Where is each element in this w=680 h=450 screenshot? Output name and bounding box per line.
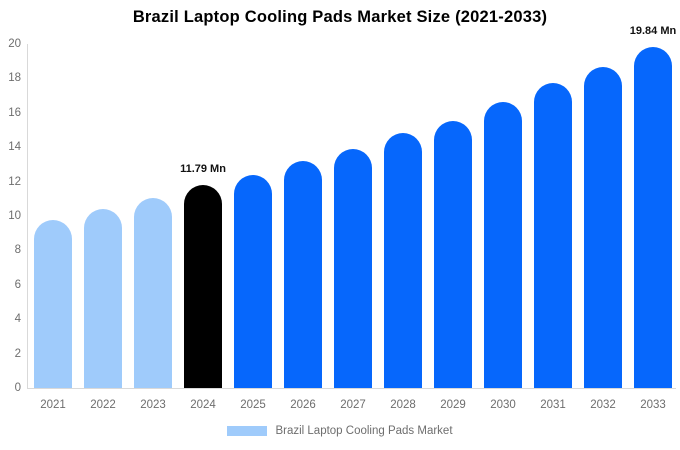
x-axis-tick-label: 2025 bbox=[240, 399, 266, 411]
y-axis-tick-label: 18 bbox=[8, 72, 21, 85]
bar-2025 bbox=[234, 175, 272, 388]
x-axis-tick-label: 2022 bbox=[90, 399, 116, 411]
bar-2021 bbox=[34, 219, 72, 388]
legend: Brazil Laptop Cooling Pads Market bbox=[0, 425, 680, 437]
bar-2031 bbox=[534, 83, 572, 388]
legend-swatch bbox=[227, 426, 268, 436]
x-axis-tick-label: 2023 bbox=[140, 399, 166, 411]
y-axis-tick-label: 20 bbox=[8, 38, 21, 50]
x-axis-tick-label: 2030 bbox=[490, 399, 516, 411]
bar-2030 bbox=[484, 101, 522, 388]
y-axis-tick-label: 0 bbox=[14, 382, 21, 394]
x-axis-tick-label: 2026 bbox=[290, 399, 316, 411]
bar-2033 bbox=[634, 46, 672, 388]
x-axis-tick-label: 2028 bbox=[390, 399, 416, 411]
x-axis-tick-label: 2021 bbox=[40, 399, 66, 411]
y-axis-tick-label: 8 bbox=[14, 244, 21, 257]
bar-2029 bbox=[434, 121, 472, 388]
y-axis-tick-label: 2 bbox=[14, 347, 21, 360]
x-axis-line bbox=[27, 388, 676, 389]
bar-value-label: 11.79 Mn bbox=[180, 163, 226, 176]
chart-title: Brazil Laptop Cooling Pads Market Size (… bbox=[132, 8, 548, 26]
x-axis-tick-label: 2033 bbox=[640, 399, 666, 411]
bar-2022 bbox=[84, 208, 122, 388]
y-axis-line bbox=[27, 44, 28, 388]
y-axis-tick-label: 16 bbox=[8, 106, 21, 119]
x-axis-tick-label: 2031 bbox=[540, 399, 566, 411]
x-axis-tick-label: 2029 bbox=[440, 399, 466, 411]
bar-2027 bbox=[334, 148, 372, 388]
bar-2028 bbox=[384, 132, 422, 388]
y-axis-tick-label: 12 bbox=[8, 175, 21, 188]
y-axis-tick-label: 6 bbox=[14, 278, 21, 291]
legend-label: Brazil Laptop Cooling Pads Market bbox=[275, 425, 453, 437]
x-axis-tick-label: 2027 bbox=[340, 399, 366, 411]
bar-2024 bbox=[184, 185, 222, 388]
x-axis-tick-label: 2024 bbox=[190, 399, 216, 411]
bar-2026 bbox=[284, 160, 322, 388]
bar-2023 bbox=[134, 197, 172, 388]
x-axis-tick-label: 2032 bbox=[590, 399, 616, 411]
y-axis-tick-label: 10 bbox=[8, 210, 21, 222]
bar-2032 bbox=[584, 67, 622, 388]
bar-value-label: 19.84 Mn bbox=[629, 24, 677, 37]
y-axis-tick-label: 14 bbox=[8, 141, 21, 154]
y-axis-tick-label: 4 bbox=[14, 313, 21, 326]
